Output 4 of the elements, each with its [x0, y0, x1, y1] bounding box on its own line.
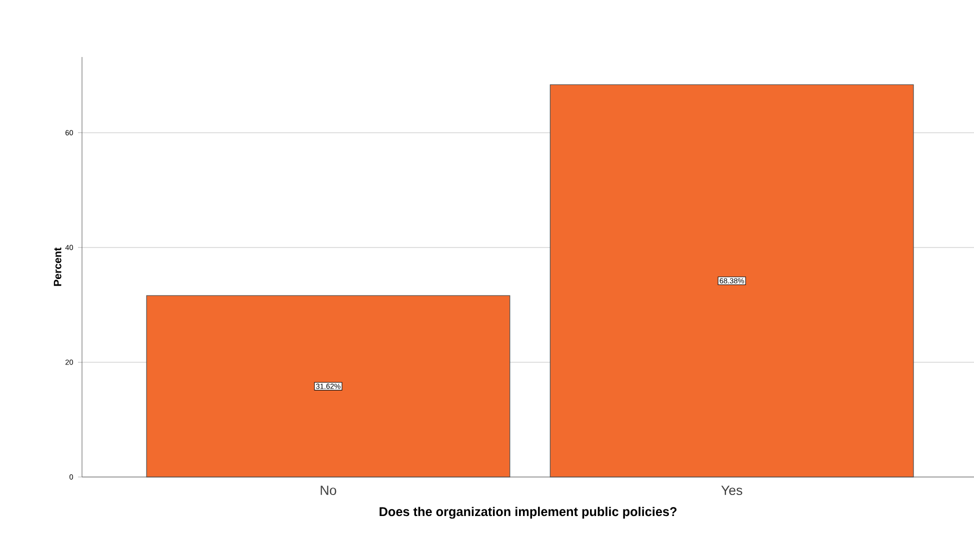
x-tick-label: Yes	[721, 486, 742, 495]
y-axis-title: Percent	[54, 248, 62, 286]
x-axis-title: Does the organization implement public policies?	[380, 506, 676, 519]
x-tick-label: No	[320, 486, 336, 495]
